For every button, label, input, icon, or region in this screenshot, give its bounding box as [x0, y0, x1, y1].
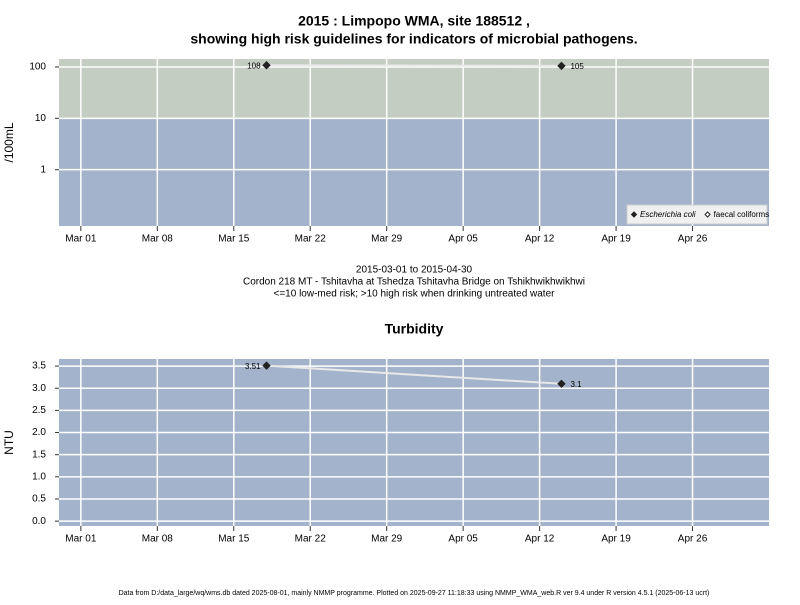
y-tick-label: 1.0 [32, 471, 46, 482]
x-tick-label: Apr 05 [448, 234, 478, 245]
point [262, 361, 271, 370]
y-tick-label: 10 [35, 113, 47, 124]
x-tick-label: Apr 19 [601, 534, 631, 545]
y-axis-label: NTU [2, 430, 16, 455]
y-axis-label: /100mL [2, 122, 16, 162]
y-tick-label: 3.0 [32, 383, 46, 394]
caption: <=10 low-med risk; >10 high risk when dr… [274, 289, 556, 300]
series-line [266, 64, 562, 67]
y-tick-label: 1.5 [32, 449, 46, 460]
subtitle: showing high risk guidelines for indicat… [190, 31, 637, 47]
y-tick-label: 0.0 [32, 516, 46, 527]
point [557, 61, 566, 71]
chart-title: Turbidity [385, 321, 444, 337]
y-tick-label: 3.5 [32, 361, 46, 372]
y-tick-label: 100 [29, 62, 46, 73]
y-tick-label: 1 [40, 164, 46, 175]
point [557, 379, 566, 389]
x-tick-label: Mar 22 [295, 234, 327, 245]
x-tick-label: Apr 26 [678, 534, 708, 545]
footer: Data from D:/data_large/wq/wms.db dated … [119, 590, 710, 597]
x-tick-label: Mar 29 [371, 534, 403, 545]
legend-marker [630, 211, 638, 218]
x-tick-label: Mar 01 [65, 534, 97, 545]
x-tick-label: Apr 19 [601, 234, 631, 245]
band-above [59, 59, 769, 119]
series-line [266, 364, 562, 385]
title: 2015 : Limpopo WMA, site 188512 , [298, 13, 530, 29]
panel [59, 359, 769, 526]
y-tick-label: 0.5 [32, 494, 46, 505]
value-label: 3.51 [245, 362, 261, 371]
y-tick-label: 2.5 [32, 405, 46, 416]
legend-label: faecal coliforms [714, 210, 770, 219]
point [262, 61, 271, 70]
x-tick-label: Mar 08 [142, 534, 174, 545]
y-tick-label: 2.0 [32, 427, 46, 438]
x-tick-label: Mar 08 [142, 234, 174, 245]
x-tick-label: Mar 01 [65, 234, 97, 245]
legend-marker [704, 211, 711, 218]
x-tick-label: Mar 15 [218, 534, 250, 545]
caption: Cordon 218 MT - Tshitavha at Tshedza Tsh… [243, 277, 585, 288]
x-tick-label: Apr 12 [525, 234, 555, 245]
value-label: 3.1 [570, 380, 582, 389]
x-tick-label: Apr 26 [678, 234, 708, 245]
x-tick-label: Apr 05 [448, 534, 478, 545]
x-tick-label: Mar 29 [371, 234, 403, 245]
value-label: 105 [570, 62, 584, 71]
x-tick-label: Apr 12 [525, 534, 555, 545]
legend-box [626, 204, 768, 225]
x-tick-label: Mar 15 [218, 234, 250, 245]
value-label: 108 [247, 61, 261, 70]
caption: 2015-03-01 to 2015-04-30 [356, 265, 473, 276]
legend-label: Escherichia coli [640, 210, 696, 219]
x-tick-label: Mar 22 [295, 534, 327, 545]
